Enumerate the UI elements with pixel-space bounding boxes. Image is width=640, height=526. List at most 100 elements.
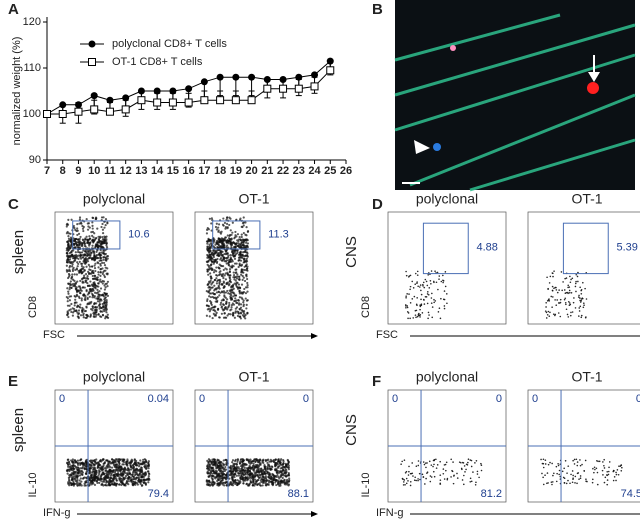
event-dot: [207, 307, 211, 310]
event-dot: [405, 470, 408, 473]
legend-marker: [88, 58, 96, 66]
event-dot: [239, 315, 242, 318]
event-dot: [221, 244, 224, 247]
event-dot: [254, 460, 257, 463]
event-dot: [246, 281, 249, 285]
event-dot: [139, 459, 142, 462]
event-dot: [67, 481, 70, 484]
event-dot: [558, 289, 560, 291]
event-dot: [433, 281, 435, 284]
event-dot: [104, 269, 107, 272]
event-dot: [475, 459, 478, 462]
event-dot: [286, 478, 289, 481]
event-dot: [95, 310, 98, 313]
event-dot: [107, 476, 110, 479]
event-dot: [256, 459, 259, 462]
event-dot: [220, 230, 223, 233]
event-dot: [575, 273, 578, 276]
event-dot: [245, 299, 249, 302]
event-dot: [206, 283, 210, 286]
event-dot: [569, 303, 572, 306]
panel-label: D: [372, 196, 383, 213]
event-dot: [580, 316, 583, 319]
event-dot: [66, 311, 69, 314]
event-dot: [93, 295, 96, 298]
event-dot: [86, 228, 90, 231]
event-dot: [407, 474, 410, 476]
event-dot: [87, 270, 90, 273]
event-dot: [240, 308, 244, 312]
event-dot: [428, 287, 431, 289]
event-dot: [92, 289, 95, 292]
event-dot: [79, 235, 82, 239]
event-dot: [108, 478, 112, 482]
event-dot: [95, 313, 98, 316]
event-dot: [137, 468, 140, 472]
event-dot: [434, 270, 436, 272]
event-dot: [102, 462, 105, 465]
event-dot: [211, 474, 215, 478]
event-dot: [129, 479, 132, 482]
event-dot: [106, 257, 109, 260]
event-dot: [572, 474, 574, 477]
event-dot: [408, 470, 410, 473]
event-dot: [222, 290, 226, 293]
event-dot: [567, 479, 569, 482]
event-dot: [83, 482, 86, 485]
event-dot: [217, 467, 221, 471]
event-dot: [256, 474, 260, 478]
point: [216, 73, 224, 81]
event-dot: [215, 460, 218, 463]
event-dot: [71, 465, 74, 468]
event-dot: [584, 459, 587, 462]
event-dot: [229, 241, 232, 244]
event-dot: [108, 477, 112, 480]
event-dot: [282, 465, 286, 469]
event-dot: [93, 470, 96, 473]
event-dot: [420, 293, 423, 296]
event-dot: [94, 217, 97, 221]
event-dot: [81, 256, 84, 259]
event-dot: [249, 479, 252, 482]
event-dot: [92, 284, 95, 288]
event-dot: [244, 317, 247, 320]
event-dot: [244, 476, 247, 479]
x-tick-label: 17: [198, 165, 210, 177]
event-dot: [91, 244, 94, 247]
event-dot: [215, 266, 218, 269]
event-dot: [216, 458, 219, 461]
event-dot: [79, 221, 83, 224]
event-dot: [100, 251, 103, 254]
event-dot: [218, 267, 221, 270]
event-dot: [444, 285, 447, 288]
event-dot: [80, 262, 83, 265]
event-dot: [603, 458, 605, 461]
event-dot: [102, 472, 105, 475]
event-dot: [80, 484, 83, 487]
event-dot: [240, 268, 243, 271]
event-dot: [90, 300, 93, 304]
event-dot: [66, 254, 69, 257]
event-dot: [405, 477, 408, 480]
event-dot: [93, 291, 97, 294]
event-dot: [563, 467, 565, 470]
event-dot: [105, 292, 108, 296]
event-dot: [592, 467, 594, 470]
event-dot: [232, 312, 235, 315]
event-dot: [97, 297, 100, 300]
point: [105, 107, 114, 116]
event-dot: [269, 473, 272, 476]
event-dot: [287, 459, 290, 462]
event-dot: [248, 470, 252, 473]
event-dot: [219, 250, 222, 253]
event-dot: [444, 463, 447, 466]
event-dot: [240, 233, 243, 236]
event-dot: [442, 468, 445, 470]
plot-title: polyclonal: [416, 191, 478, 207]
event-dot: [419, 478, 421, 481]
event-dot: [88, 284, 91, 288]
event-dot: [435, 458, 437, 461]
event-dot: [428, 460, 431, 463]
event-dot: [416, 282, 418, 285]
event-dot: [84, 262, 87, 265]
